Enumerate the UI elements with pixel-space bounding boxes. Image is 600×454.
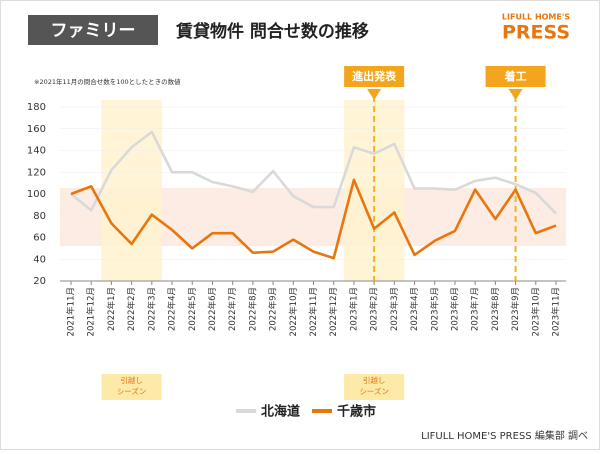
annotation-label: 進出発表: [352, 69, 397, 83]
badge-box: [28, 15, 158, 45]
season-label: シーズン: [359, 386, 389, 396]
x-tick-label: 2023年2月: [369, 287, 380, 331]
x-tick-label: 2022年9月: [268, 287, 279, 331]
series-line: [70, 130, 557, 215]
x-tick-label: 2023年7月: [470, 287, 481, 331]
x-tick-label: 2021年11月: [66, 287, 77, 336]
x-tick-label: 2023年9月: [510, 287, 521, 331]
x-tick-label: 2023年11月: [551, 287, 562, 336]
y-tick-label: 180: [27, 102, 46, 113]
x-tick-label: 2022年4月: [167, 287, 178, 331]
x-tick-label: 2023年8月: [490, 287, 501, 331]
x-tick-label: 2022年11月: [308, 287, 319, 336]
x-tick-label: 2022年2月: [126, 287, 137, 331]
y-tick-label: 60: [33, 233, 46, 244]
x-tick-label: 2022年10月: [288, 287, 299, 336]
y-tick-label: 160: [27, 124, 46, 135]
x-tick-label: 2023年5月: [429, 287, 440, 331]
series-line: [70, 178, 557, 260]
source: LIFULL HOME'S PRESS 編集部 調べ: [421, 429, 588, 442]
x-tick-label: 2022年12月: [328, 287, 339, 336]
x-tick-label: 2023年6月: [449, 287, 460, 331]
y-tick-label: 140: [27, 146, 46, 157]
y-tick-label: 100: [27, 189, 46, 200]
season-label: 引越し: [363, 375, 386, 385]
x-tick-label: 2022年7月: [227, 287, 238, 331]
badge: ファミリー: [51, 21, 136, 41]
x-tick-label: 2021年12月: [86, 287, 97, 336]
x-tick-label: 2023年10月: [530, 287, 541, 336]
annotation-box: [485, 66, 546, 87]
annotation-label: 着工: [504, 69, 527, 83]
note: ※2021年11月の問合せ数を100としたときの数値: [34, 77, 181, 86]
season-label-box: [101, 374, 162, 400]
annotation-box: [344, 66, 405, 87]
x-tick-label: 2023年1月: [348, 287, 359, 331]
legend-label: 千歳市: [337, 404, 376, 420]
y-tick-label: 20: [33, 276, 46, 287]
season-label-box: [344, 374, 405, 400]
x-tick-label: 2022年3月: [146, 287, 157, 331]
season-label: シーズン: [117, 386, 147, 396]
season-band: [101, 100, 162, 281]
logo-main: PRESS: [502, 22, 570, 44]
legend-label: 北海道: [261, 404, 300, 420]
x-tick-label: 2023年3月: [389, 287, 400, 331]
x-tick-label: 2022年8月: [247, 287, 258, 331]
y-tick-label: 80: [33, 211, 46, 222]
x-tick-label: 2023年4月: [409, 287, 420, 331]
y-tick-label: 40: [33, 254, 46, 265]
season-label: 引越し: [120, 375, 143, 385]
x-tick-label: 2022年1月: [106, 287, 117, 331]
x-tick-label: 2022年6月: [207, 287, 218, 331]
page-title: 賃貸物件 問合せ数の推移: [175, 21, 369, 42]
annotation-arrow: [508, 89, 523, 100]
annotation-arrow: [367, 89, 382, 100]
logo-top: LIFULL HOME'S: [502, 13, 570, 22]
y-tick-label: 120: [27, 167, 46, 178]
x-tick-label: 2022年5月: [187, 287, 198, 331]
